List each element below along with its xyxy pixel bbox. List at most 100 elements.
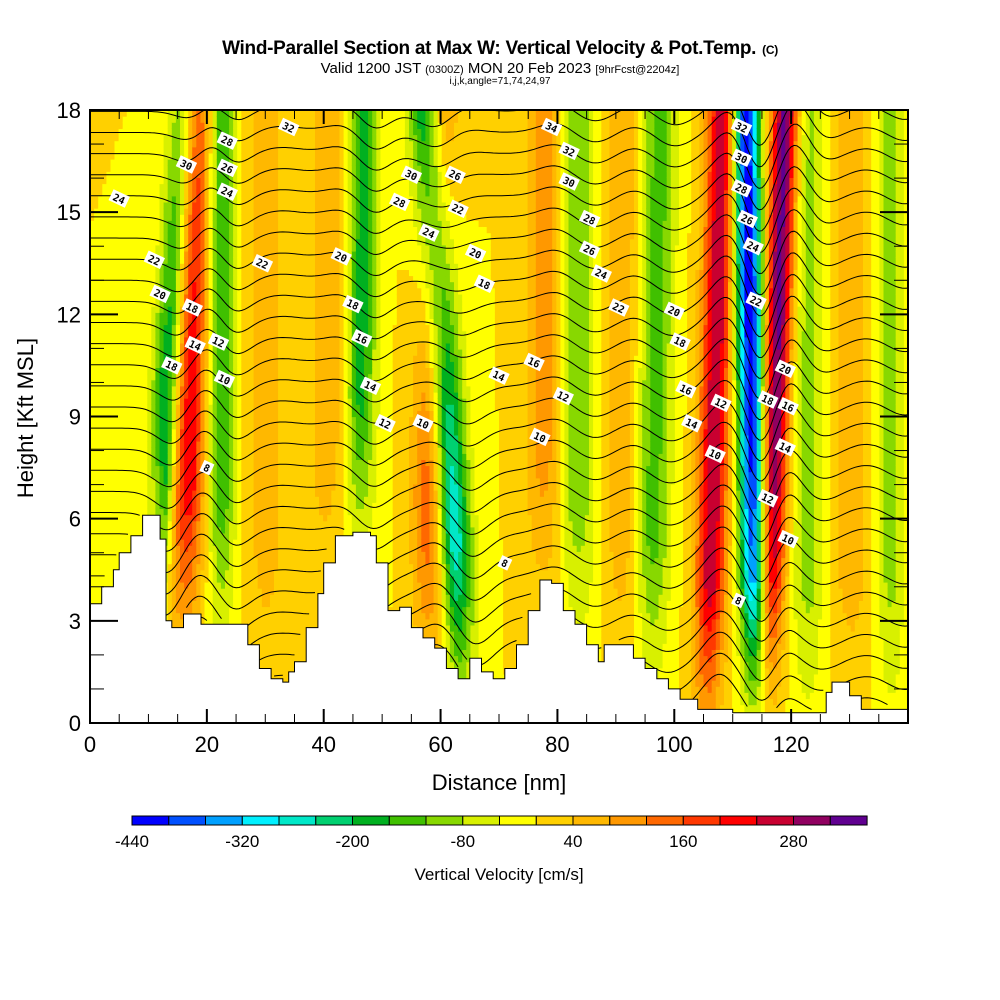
velocity-cell bbox=[249, 177, 255, 185]
velocity-cell bbox=[237, 569, 242, 577]
velocity-cell bbox=[171, 330, 177, 338]
velocity-cell bbox=[175, 281, 181, 289]
velocity-cell bbox=[143, 226, 148, 234]
velocity-cell bbox=[237, 152, 242, 160]
velocity-cell bbox=[155, 349, 161, 356]
velocity-cell bbox=[155, 330, 161, 338]
velocity-cell bbox=[159, 379, 165, 387]
velocity-cell bbox=[278, 575, 283, 583]
velocity-cell bbox=[274, 122, 279, 129]
velocity-cell bbox=[220, 324, 226, 332]
velocity-cell bbox=[196, 367, 201, 375]
velocity-cell bbox=[261, 483, 267, 491]
velocity-cell bbox=[192, 569, 197, 577]
velocity-cell bbox=[274, 624, 279, 632]
velocity-cell bbox=[274, 575, 279, 583]
velocity-cell bbox=[98, 330, 103, 338]
velocity-cell bbox=[208, 152, 214, 160]
velocity-cell bbox=[241, 428, 246, 436]
velocity-cell bbox=[282, 508, 287, 516]
velocity-cell bbox=[110, 557, 116, 565]
velocity-cell bbox=[233, 336, 238, 344]
velocity-cell bbox=[143, 483, 148, 491]
velocity-cell bbox=[143, 312, 148, 319]
velocity-cell bbox=[98, 232, 103, 240]
velocity-cell bbox=[192, 588, 197, 595]
velocity-cell bbox=[94, 502, 99, 509]
velocity-cell bbox=[245, 312, 251, 319]
velocity-cell bbox=[229, 447, 234, 454]
velocity-cell bbox=[90, 471, 95, 479]
velocity-cell bbox=[265, 422, 271, 430]
velocity-cell bbox=[212, 244, 218, 252]
velocity-cell bbox=[135, 300, 140, 307]
velocity-cell bbox=[245, 244, 251, 252]
velocity-cell bbox=[282, 441, 287, 448]
velocity-cell bbox=[114, 367, 120, 375]
velocity-cell bbox=[110, 159, 116, 166]
velocity-cell bbox=[233, 496, 238, 503]
velocity-cell bbox=[282, 563, 287, 571]
velocity-cell bbox=[241, 140, 246, 148]
velocity-cell bbox=[220, 293, 226, 301]
velocity-cell bbox=[135, 306, 140, 313]
velocity-cell bbox=[229, 453, 234, 460]
velocity-cell bbox=[143, 177, 148, 185]
velocity-cell bbox=[94, 459, 99, 467]
velocity-cell bbox=[167, 165, 173, 172]
velocity-cell bbox=[180, 342, 185, 350]
velocity-cell bbox=[278, 459, 283, 467]
velocity-cell bbox=[151, 379, 156, 387]
velocity-cell bbox=[171, 447, 177, 454]
velocity-cell bbox=[188, 490, 193, 497]
velocity-cell bbox=[278, 557, 283, 565]
velocity-cell bbox=[94, 441, 99, 448]
velocity-cell bbox=[270, 110, 275, 117]
velocity-cell bbox=[274, 251, 279, 258]
velocity-cell bbox=[270, 582, 275, 589]
velocity-cell bbox=[253, 502, 259, 509]
velocity-cell bbox=[257, 202, 263, 209]
velocity-cell bbox=[90, 244, 95, 252]
velocity-cell bbox=[245, 594, 251, 601]
velocity-cell bbox=[139, 483, 144, 491]
velocity-cell bbox=[180, 257, 185, 264]
velocity-cell bbox=[163, 434, 169, 442]
velocity-cell bbox=[282, 171, 287, 178]
velocity-cell bbox=[229, 539, 234, 546]
velocity-cell bbox=[106, 140, 112, 148]
velocity-cell bbox=[126, 336, 132, 344]
velocity-cell bbox=[249, 416, 255, 424]
velocity-cell bbox=[208, 459, 214, 467]
velocity-cell bbox=[265, 244, 271, 252]
velocity-cell bbox=[180, 312, 185, 319]
velocity-cell bbox=[184, 594, 189, 601]
velocity-cell bbox=[274, 195, 279, 203]
velocity-cell bbox=[175, 140, 181, 148]
velocity-cell bbox=[118, 367, 124, 375]
velocity-cell bbox=[257, 545, 263, 552]
velocity-cell bbox=[126, 251, 132, 258]
velocity-cell bbox=[188, 312, 193, 319]
velocity-cell bbox=[200, 453, 206, 460]
velocity-cell bbox=[241, 508, 246, 516]
velocity-cell bbox=[90, 563, 95, 571]
velocity-cell bbox=[90, 214, 95, 221]
velocity-cell bbox=[270, 643, 275, 650]
velocity-cell bbox=[245, 490, 251, 497]
velocity-cell bbox=[225, 490, 230, 497]
velocity-cell bbox=[274, 434, 279, 442]
velocity-cell bbox=[130, 140, 136, 148]
velocity-cell bbox=[208, 379, 214, 387]
velocity-cell bbox=[159, 202, 165, 209]
velocity-cell bbox=[253, 324, 259, 332]
chart-title-text: Wind-Parallel Section at Max W: Vertical… bbox=[222, 38, 756, 59]
velocity-cell bbox=[249, 159, 255, 166]
velocity-cell bbox=[184, 453, 189, 460]
velocity-cell bbox=[216, 128, 222, 136]
velocity-cell bbox=[94, 367, 99, 375]
velocity-cell bbox=[184, 349, 189, 356]
velocity-cell bbox=[180, 140, 185, 148]
velocity-cell bbox=[257, 575, 263, 583]
velocity-cell bbox=[110, 465, 116, 473]
